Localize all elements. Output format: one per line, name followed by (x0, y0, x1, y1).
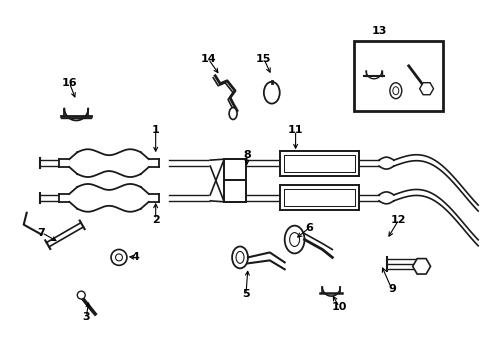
Text: 16: 16 (61, 78, 77, 88)
Text: 12: 12 (390, 215, 406, 225)
Ellipse shape (264, 82, 279, 104)
Text: 2: 2 (151, 215, 159, 225)
Text: 7: 7 (38, 228, 45, 238)
Ellipse shape (236, 251, 244, 264)
Bar (279, 151, 358, 176)
Text: 6: 6 (305, 222, 313, 233)
Circle shape (77, 291, 85, 299)
Text: 13: 13 (370, 26, 386, 36)
Ellipse shape (229, 108, 237, 120)
Bar (279, 185, 358, 210)
Text: 1: 1 (151, 125, 159, 135)
Text: 8: 8 (243, 150, 250, 160)
Text: 5: 5 (242, 289, 249, 299)
Text: 14: 14 (200, 54, 216, 64)
Polygon shape (210, 159, 224, 202)
Ellipse shape (389, 83, 401, 99)
Ellipse shape (289, 233, 299, 247)
Ellipse shape (284, 226, 304, 253)
Bar (224, 159, 245, 204)
Bar (353, 41, 443, 111)
Text: 9: 9 (387, 284, 395, 294)
Text: 10: 10 (331, 302, 346, 312)
Ellipse shape (232, 247, 247, 268)
Text: 15: 15 (256, 54, 271, 64)
Text: 4: 4 (132, 252, 140, 262)
Ellipse shape (392, 87, 398, 95)
Text: 11: 11 (287, 125, 303, 135)
Text: 3: 3 (82, 312, 90, 322)
Ellipse shape (111, 249, 127, 265)
Ellipse shape (115, 254, 122, 261)
